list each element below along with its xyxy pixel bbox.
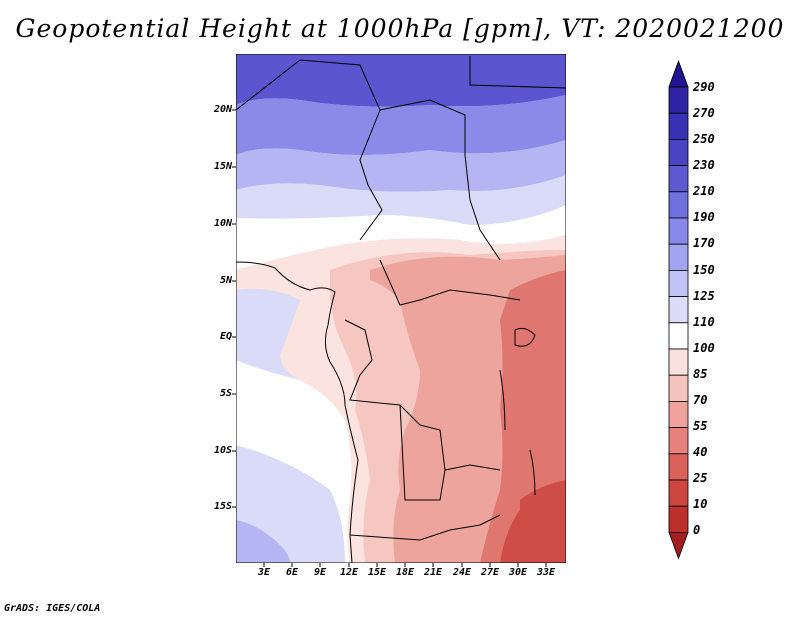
- lat-label-5s: 5S: [219, 388, 232, 399]
- colorbar-band-11: [668, 374, 689, 402]
- colorbar-label-25: 25: [693, 471, 708, 485]
- lat-label-20n: 20N: [213, 104, 232, 115]
- band-north: [236, 95, 566, 155]
- colorbar-label-0: 0: [693, 523, 701, 537]
- lon-label-24e: 24E: [452, 567, 472, 578]
- colorbar-label-150: 150: [693, 263, 715, 277]
- lon-label-33e: 33E: [536, 567, 556, 578]
- border-chad: [379, 99, 501, 261]
- lat-label-5n: 5N: [219, 275, 232, 286]
- colorbar-label-230: 230: [693, 158, 715, 172]
- border-angola-zambia: [399, 404, 446, 501]
- colorbar: [668, 59, 689, 560]
- colorbar-top-triangle: [668, 59, 689, 88]
- lon-label-21e: 21E: [423, 567, 443, 578]
- colorbar-label-10: 10: [693, 497, 708, 511]
- coastline-west-africa: [236, 261, 359, 563]
- colorbar-label-85: 85: [693, 367, 708, 381]
- lake-malawi: [529, 449, 536, 496]
- lon-label-3e: 3E: [257, 567, 271, 578]
- lon-label-18e: 18E: [395, 567, 415, 578]
- lake-tanganyika: [499, 369, 506, 431]
- colorbar-band-3: [668, 165, 689, 193]
- colorbar-label-40: 40: [693, 445, 708, 459]
- colorbar-label-270: 270: [693, 106, 715, 120]
- lon-label-30e: 30E: [508, 567, 528, 578]
- colorbar-band-0: [668, 86, 689, 114]
- lat-label-eq: EQ: [219, 331, 232, 342]
- colorbar-label-100: 100: [693, 341, 715, 355]
- colorbar-band-10: [668, 348, 689, 376]
- colorbar-label-170: 170: [693, 236, 715, 250]
- credit-text: GrADS: IGES/COLA: [4, 603, 101, 614]
- band-white: [236, 205, 566, 563]
- border-congo-central: [379, 259, 521, 306]
- lon-label-12e: 12E: [339, 567, 359, 578]
- colorbar-band-1: [668, 112, 689, 140]
- colorbar-label-55: 55: [693, 419, 708, 433]
- colorbar-band-9: [668, 322, 689, 350]
- border-south: [349, 514, 501, 541]
- colorbar-band-12: [668, 400, 689, 428]
- lake-victoria: [514, 327, 536, 347]
- lon-label-15e: 15E: [367, 567, 387, 578]
- colorbar-band-8: [668, 296, 689, 324]
- colorbar-band-16: [668, 505, 689, 533]
- colorbar-band-2: [668, 138, 689, 166]
- lon-label-6e: 6E: [285, 567, 299, 578]
- colorbar-band-7: [668, 269, 689, 297]
- colorbar-label-210: 210: [693, 184, 715, 198]
- band-far-north: [236, 54, 566, 107]
- lon-label-27e: 27E: [480, 567, 500, 578]
- colorbar-label-290: 290: [693, 80, 715, 94]
- band-mid-north: [236, 140, 566, 192]
- colorbar-band-4: [668, 191, 689, 219]
- lat-label-15s: 15S: [213, 501, 232, 512]
- colorbar-label-125: 125: [693, 289, 715, 303]
- colorbar-band-5: [668, 217, 689, 245]
- colorbar-band-13: [668, 427, 689, 455]
- colorbar-label-190: 190: [693, 210, 715, 224]
- border-sudan: [469, 56, 566, 89]
- chart-title: Geopotential Height at 1000hPa [gpm], VT…: [15, 14, 785, 43]
- band-ocean-far-southwest: [236, 520, 290, 563]
- band-deep-red: [500, 480, 566, 563]
- colorbar-band-15: [668, 479, 689, 507]
- lat-label-10n: 10N: [213, 218, 232, 229]
- lat-label-10s: 10S: [213, 445, 232, 456]
- colorbar-label-250: 250: [693, 132, 715, 146]
- colorbar-label-70: 70: [693, 393, 708, 407]
- colorbar-band-14: [668, 453, 689, 481]
- border-sahara: [236, 59, 383, 241]
- lon-label-9e: 9E: [313, 567, 327, 578]
- colorbar-label-110: 110: [693, 315, 715, 329]
- colorbar-bottom-triangle: [668, 532, 689, 560]
- colorbar-band-6: [668, 243, 689, 271]
- lat-label-15n: 15N: [213, 161, 232, 172]
- band-light-blue: [236, 175, 566, 225]
